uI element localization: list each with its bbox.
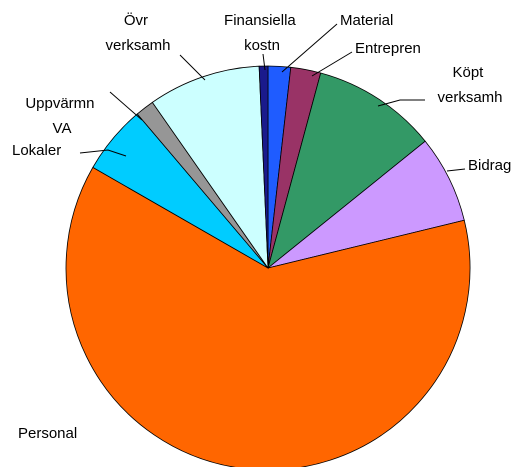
slice-label: Köpt verksamh <box>437 64 502 106</box>
leader-line <box>262 53 266 71</box>
pie-slice <box>258 65 269 269</box>
slice-label: Bidrag <box>468 157 511 174</box>
slice-label: Entrepren <box>355 40 421 57</box>
slice-label: Personal <box>18 425 77 442</box>
pie-slice <box>65 166 471 467</box>
slice-label: Material <box>340 12 393 29</box>
leader-line <box>281 23 338 73</box>
leader-line <box>79 149 127 157</box>
leader-line <box>446 168 466 172</box>
slice-label: Uppvärmn VA <box>25 95 98 137</box>
pie-slice <box>151 65 269 270</box>
leader-line <box>311 51 353 77</box>
leader-line <box>179 54 206 81</box>
slice-label: Övr verksamh <box>105 11 170 54</box>
slice-label: Finansiella kostn <box>224 12 300 54</box>
slice-label: Lokaler <box>12 142 61 159</box>
leader-line <box>109 91 143 121</box>
pie-slice <box>267 72 426 270</box>
leader-line <box>377 99 425 107</box>
